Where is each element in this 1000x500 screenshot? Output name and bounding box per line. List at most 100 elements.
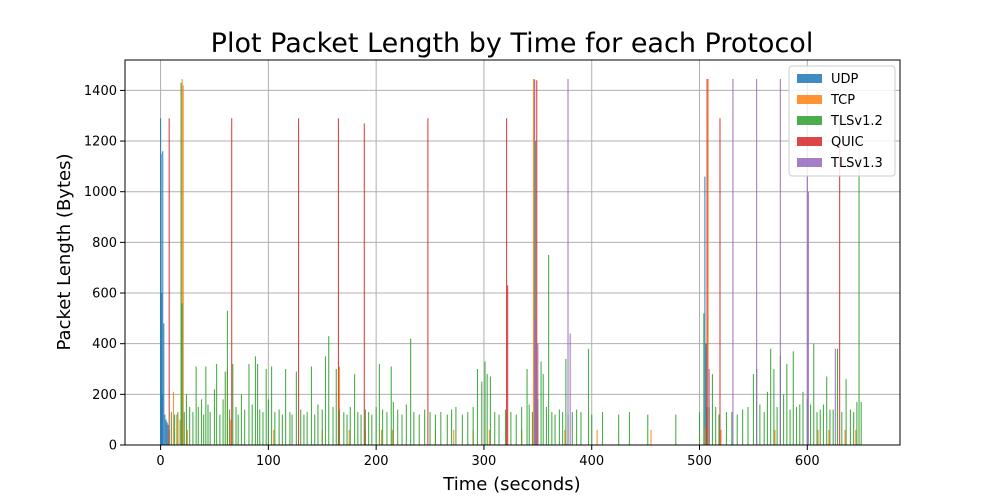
bar-tlsv1-2 bbox=[515, 414, 517, 445]
x-tick-label: 200 bbox=[364, 454, 389, 469]
legend-swatch bbox=[797, 116, 822, 125]
bar-tlsv1-2 bbox=[571, 412, 573, 445]
bar-tlsv1-2 bbox=[170, 412, 172, 445]
bar-tlsv1-2 bbox=[259, 409, 261, 445]
bar-tlsv1-2 bbox=[826, 376, 828, 445]
bar-quic bbox=[839, 118, 841, 445]
bar-tlsv1-2 bbox=[209, 412, 211, 445]
bar-tlsv1-2 bbox=[461, 414, 463, 445]
bar-tcp bbox=[774, 429, 776, 445]
bar-tcp bbox=[564, 429, 566, 445]
bar-quic bbox=[507, 285, 509, 445]
bar-quic bbox=[719, 118, 721, 445]
legend-label: UDP bbox=[831, 72, 859, 87]
bar-tlsv1-2 bbox=[424, 409, 426, 445]
bar-tlsv1-2 bbox=[405, 404, 407, 445]
bar-tlsv1-2 bbox=[434, 414, 436, 445]
bar-tlsv1-2 bbox=[489, 376, 491, 445]
bar-tlsv1-2 bbox=[375, 407, 377, 445]
legend-label: TCP bbox=[830, 93, 855, 108]
bar-tlsv1-2 bbox=[580, 412, 582, 445]
bar-tcp bbox=[179, 419, 181, 445]
legend-swatch bbox=[797, 95, 822, 104]
y-tick-label: 400 bbox=[92, 337, 117, 352]
bar-tlsv1-2 bbox=[601, 412, 604, 445]
bar-tlsv1-2 bbox=[558, 409, 560, 445]
bar-tlsv1-2 bbox=[251, 404, 253, 445]
bar-udp bbox=[162, 151, 164, 445]
bar-tlsv1-2 bbox=[397, 409, 399, 445]
bar-tcp bbox=[181, 79, 183, 445]
bar-tcp bbox=[172, 391, 175, 445]
bar-tlsv1-2 bbox=[195, 366, 197, 445]
bar-tlsv1-2 bbox=[531, 412, 533, 445]
y-tick-label: 200 bbox=[92, 388, 117, 403]
bar-tlsv1-2 bbox=[841, 412, 843, 445]
bar-tcp bbox=[817, 429, 819, 445]
bar-tlsv1-2 bbox=[401, 414, 403, 445]
bar-tlsv1-2 bbox=[440, 412, 442, 445]
bar-tcp bbox=[532, 79, 535, 445]
bar-tlsv1-2 bbox=[486, 374, 488, 445]
y-tick-label: 1200 bbox=[84, 135, 117, 150]
bar-tlsv1-2 bbox=[285, 369, 287, 445]
bar-tlsv1-2 bbox=[177, 412, 179, 445]
x-tick-label: 300 bbox=[472, 454, 497, 469]
legend-label: TLSv1.2 bbox=[830, 114, 883, 129]
bar-tlsv1-2 bbox=[197, 407, 199, 445]
grid-lines bbox=[125, 60, 900, 446]
bar-tlsv1-2 bbox=[715, 407, 717, 445]
bar-tlsv1-2 bbox=[332, 407, 334, 445]
bar-tlsv1-2 bbox=[551, 412, 553, 445]
bar-tlsv1-2 bbox=[786, 363, 788, 445]
bar-tlsv1-3 bbox=[806, 79, 808, 445]
bar-tlsv1-2 bbox=[718, 414, 720, 445]
bar-tlsv1-2 bbox=[618, 414, 620, 445]
bar-tcp bbox=[380, 429, 383, 445]
y-axis-label: Packet Length (Bytes) bbox=[54, 154, 75, 351]
bar-tlsv1-2 bbox=[736, 414, 738, 445]
bar-tcp bbox=[707, 79, 709, 445]
y-tick-label: 0 bbox=[109, 439, 117, 454]
bar-tlsv1-2 bbox=[291, 414, 293, 445]
bar-tlsv1-2 bbox=[183, 412, 185, 445]
bar-tlsv1-2 bbox=[257, 363, 259, 445]
bar-tlsv1-2 bbox=[628, 412, 630, 445]
bar-tlsv1-2 bbox=[240, 394, 242, 445]
bar-tcp bbox=[488, 429, 490, 445]
bar-tlsv1-2 bbox=[783, 394, 785, 445]
bar-tlsv1-3 bbox=[834, 348, 836, 445]
bar-tlsv1-2 bbox=[216, 363, 218, 445]
bar-tlsv1-3 bbox=[756, 79, 758, 445]
bar-tlsv1-2 bbox=[540, 361, 542, 445]
bar-tlsv1-2 bbox=[207, 404, 209, 445]
bar-tlsv1-2 bbox=[813, 343, 815, 445]
bar-tlsv1-2 bbox=[200, 399, 203, 445]
bar-tlsv1-2 bbox=[189, 407, 191, 445]
bar-tcp bbox=[182, 85, 184, 445]
bar-tlsv1-2 bbox=[368, 412, 370, 445]
bar-tlsv1-2 bbox=[265, 369, 267, 445]
bar-tlsv1-2 bbox=[504, 409, 507, 445]
bar-tlsv1-2 bbox=[472, 407, 474, 445]
y-tick-label: 600 bbox=[92, 287, 117, 302]
bar-tlsv1-2 bbox=[321, 409, 323, 445]
bar-tlsv1-2 bbox=[364, 409, 366, 445]
bar-tlsv1-2 bbox=[591, 414, 593, 445]
bar-tlsv1-2 bbox=[306, 412, 308, 445]
bar-tlsv1-2 bbox=[378, 363, 380, 445]
bar-tlsv1-2 bbox=[343, 412, 345, 445]
bar-tlsv1-2 bbox=[248, 363, 250, 445]
bar-tlsv1-2 bbox=[789, 409, 791, 445]
bar-tlsv1-2 bbox=[481, 381, 483, 445]
bar-tlsv1-2 bbox=[289, 412, 291, 445]
bar-udp bbox=[164, 414, 166, 445]
bar-tlsv1-2 bbox=[232, 363, 234, 445]
x-tick-label: 500 bbox=[687, 454, 712, 469]
bar-tlsv1-2 bbox=[770, 348, 772, 445]
bar-tlsv1-2 bbox=[752, 374, 754, 445]
x-axis: 0 100 200 300 400 500 600 bbox=[156, 445, 820, 469]
bar-quic bbox=[297, 118, 300, 445]
bar-tlsv1-2 bbox=[262, 412, 264, 445]
